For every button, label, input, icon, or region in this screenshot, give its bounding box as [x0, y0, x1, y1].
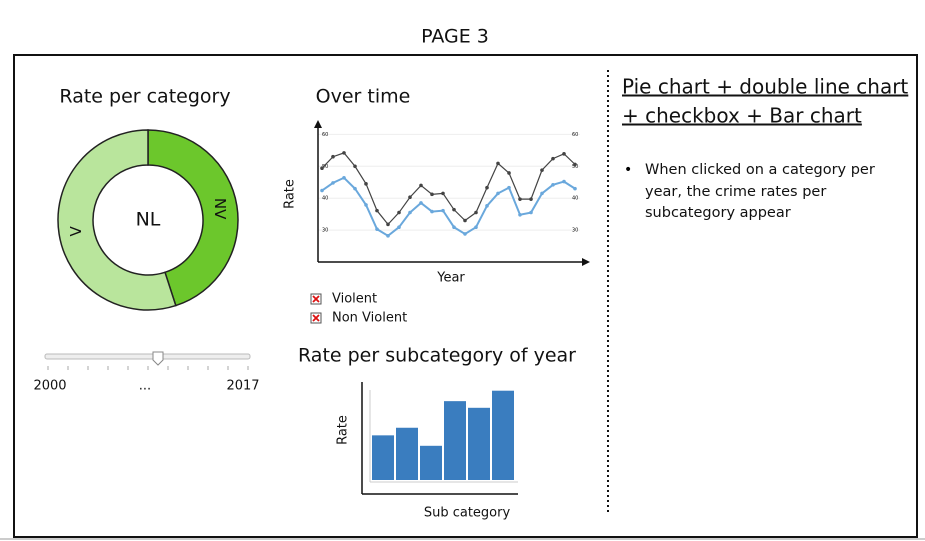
slider-track — [44, 353, 251, 360]
bar — [444, 401, 466, 480]
y-tick-label: 40 — [572, 196, 578, 202]
checkbox-x — [312, 295, 320, 303]
notes-heading: + checkbox + Bar chart — [622, 104, 862, 128]
donut-label: V — [67, 225, 85, 236]
bar — [420, 445, 442, 480]
line-point — [474, 210, 478, 215]
line-point — [408, 195, 412, 200]
line-series — [321, 176, 576, 238]
bullet-text: When clicked on a category per year, the… — [645, 162, 875, 221]
line-point — [364, 203, 368, 207]
arrow — [582, 258, 590, 266]
bar-title: Rate per subcategory of year — [298, 345, 576, 367]
slider-label: 2017 — [226, 379, 259, 394]
page-title: PAGE 3 — [421, 26, 489, 48]
line-title: Over time — [316, 86, 411, 108]
line-point — [518, 197, 522, 201]
line-point — [529, 210, 533, 215]
line-point — [518, 212, 522, 217]
line-point — [419, 183, 423, 188]
line-point — [430, 209, 434, 214]
y-axis-label: Rate — [336, 415, 351, 445]
checkbox-x — [312, 314, 320, 322]
line-point — [375, 208, 379, 213]
y-tick-label: 30 — [572, 228, 578, 234]
y-tick-label: 30 — [322, 228, 328, 234]
frame — [13, 54, 918, 538]
line-point — [364, 182, 368, 186]
line-point — [507, 171, 511, 175]
line-point — [452, 207, 456, 212]
line-point — [430, 192, 434, 197]
line-point — [397, 210, 401, 215]
line-point — [551, 182, 555, 187]
line-point — [496, 161, 500, 166]
arrow — [314, 120, 322, 128]
y-tick-label: 60 — [322, 132, 328, 138]
line-point — [408, 210, 412, 215]
line-point — [573, 162, 577, 167]
slider-thumb — [152, 351, 164, 366]
y-axis-label: Rate — [283, 179, 298, 209]
line-point — [474, 225, 478, 230]
donut-center: NL — [136, 209, 161, 231]
line-point — [375, 227, 379, 231]
bullet-dot: • — [624, 162, 633, 178]
slider-label: ... — [139, 379, 151, 394]
line-point — [353, 164, 357, 169]
line-point — [507, 185, 511, 190]
line-point — [540, 168, 544, 172]
line-series — [321, 152, 576, 226]
line-point — [397, 225, 401, 230]
pie-title: Rate per category — [59, 86, 230, 108]
line-point — [463, 218, 467, 223]
line-point — [452, 225, 456, 230]
x-axis-label: Year — [436, 271, 465, 286]
line-point — [342, 151, 346, 155]
line-point — [386, 222, 390, 227]
x-axis-label: Sub category — [424, 506, 511, 521]
y-tick-label: 50 — [322, 164, 328, 170]
bar — [396, 427, 418, 480]
line-point — [573, 186, 577, 191]
line-point — [441, 191, 445, 196]
line-point — [353, 186, 357, 191]
legend-label: Violent — [332, 292, 377, 307]
y-tick-label: 40 — [322, 196, 328, 202]
y-tick-label: 60 — [572, 132, 578, 138]
y-tick-label: 50 — [572, 164, 578, 170]
line-point — [562, 152, 566, 156]
line-point — [342, 175, 346, 180]
notes-heading: Pie chart + double line chart — [622, 75, 908, 99]
line-point — [551, 156, 555, 161]
line-point — [463, 232, 467, 236]
line-point — [485, 204, 489, 208]
line-point — [331, 181, 335, 185]
legend-label: Non Violent — [332, 311, 407, 326]
line-point — [441, 208, 445, 213]
line-point — [320, 188, 324, 193]
line-point — [529, 197, 533, 201]
line-point — [386, 234, 390, 238]
slider-label: 2000 — [33, 379, 66, 394]
donut-slice — [57, 129, 177, 311]
line-point — [331, 154, 335, 159]
line-point — [540, 191, 544, 196]
bar — [492, 390, 514, 480]
bar — [372, 435, 394, 480]
line-point — [562, 179, 566, 184]
bar — [468, 407, 490, 480]
line-point — [419, 201, 423, 205]
donut-slice — [147, 129, 239, 307]
donut-label: NV — [211, 198, 229, 220]
line-point — [485, 185, 489, 190]
line-point — [320, 166, 324, 170]
line-point — [496, 191, 500, 196]
